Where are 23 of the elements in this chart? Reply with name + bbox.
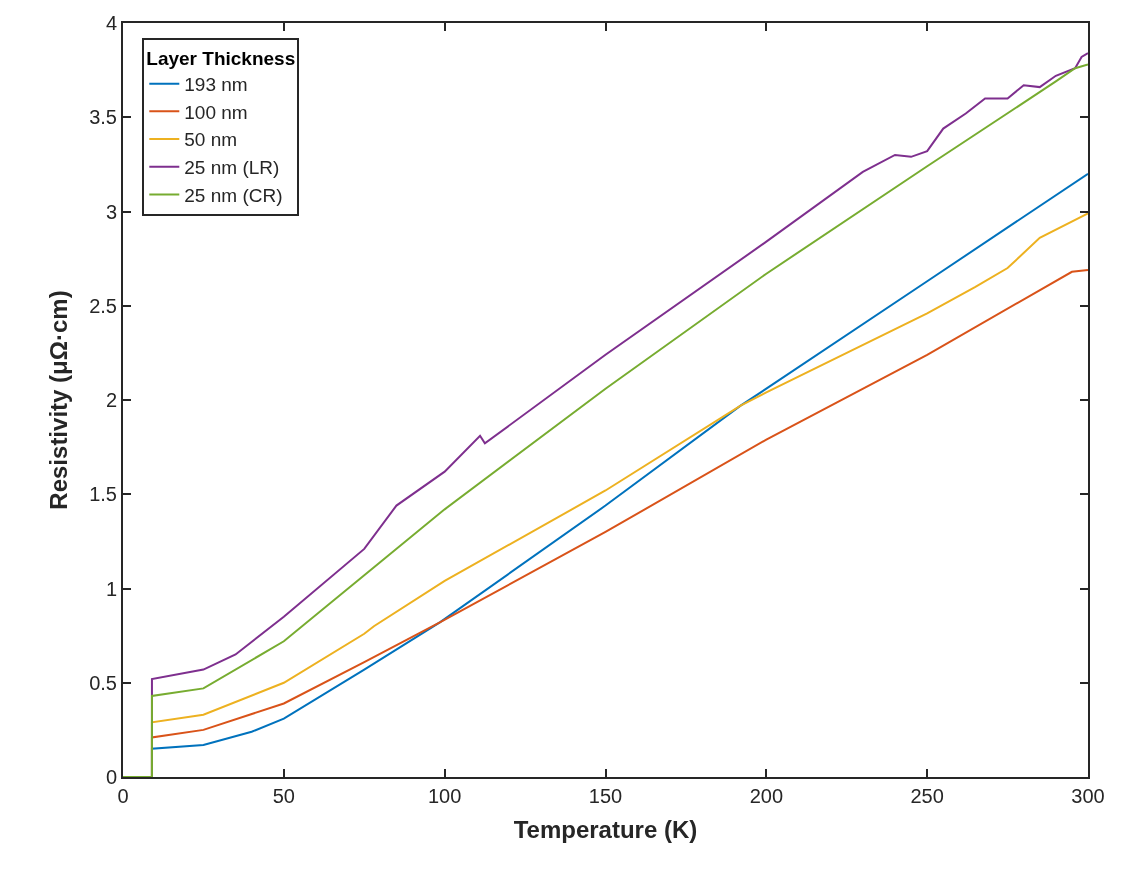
y-tick-label: 4 xyxy=(105,12,117,34)
x-tick-label: 50 xyxy=(272,785,295,807)
y-tick-label: 1.5 xyxy=(89,483,117,506)
legend-label: 25 nm (CR) xyxy=(184,184,283,206)
x-tick-label: 200 xyxy=(749,785,784,807)
legend-label: 50 nm xyxy=(184,129,238,151)
y-tick-label: 2.5 xyxy=(89,294,117,317)
y-tick-label: 3.5 xyxy=(89,106,117,129)
x-tick-label: 150 xyxy=(588,785,623,807)
legend-title: Layer Thickness xyxy=(146,47,296,69)
x-tick-label: 100 xyxy=(427,785,462,807)
legend-label: 193 nm xyxy=(184,74,248,96)
y-axis-title: Resistivity (μΩ·cm) xyxy=(44,290,72,510)
x-axis-title: Temperature (K) xyxy=(513,815,698,843)
legend-label: 100 nm xyxy=(184,101,248,123)
y-tick-label: 1 xyxy=(105,577,117,600)
y-tick-label: 2 xyxy=(105,389,117,411)
legend-label: 25 nm (LR) xyxy=(184,157,280,179)
x-tick-label: 250 xyxy=(910,785,944,807)
x-tick-label: 300 xyxy=(1071,785,1105,807)
y-tick-label: 3 xyxy=(105,200,117,223)
y-tick-label: 0 xyxy=(105,766,117,788)
y-tick-label: 0.5 xyxy=(89,671,117,694)
